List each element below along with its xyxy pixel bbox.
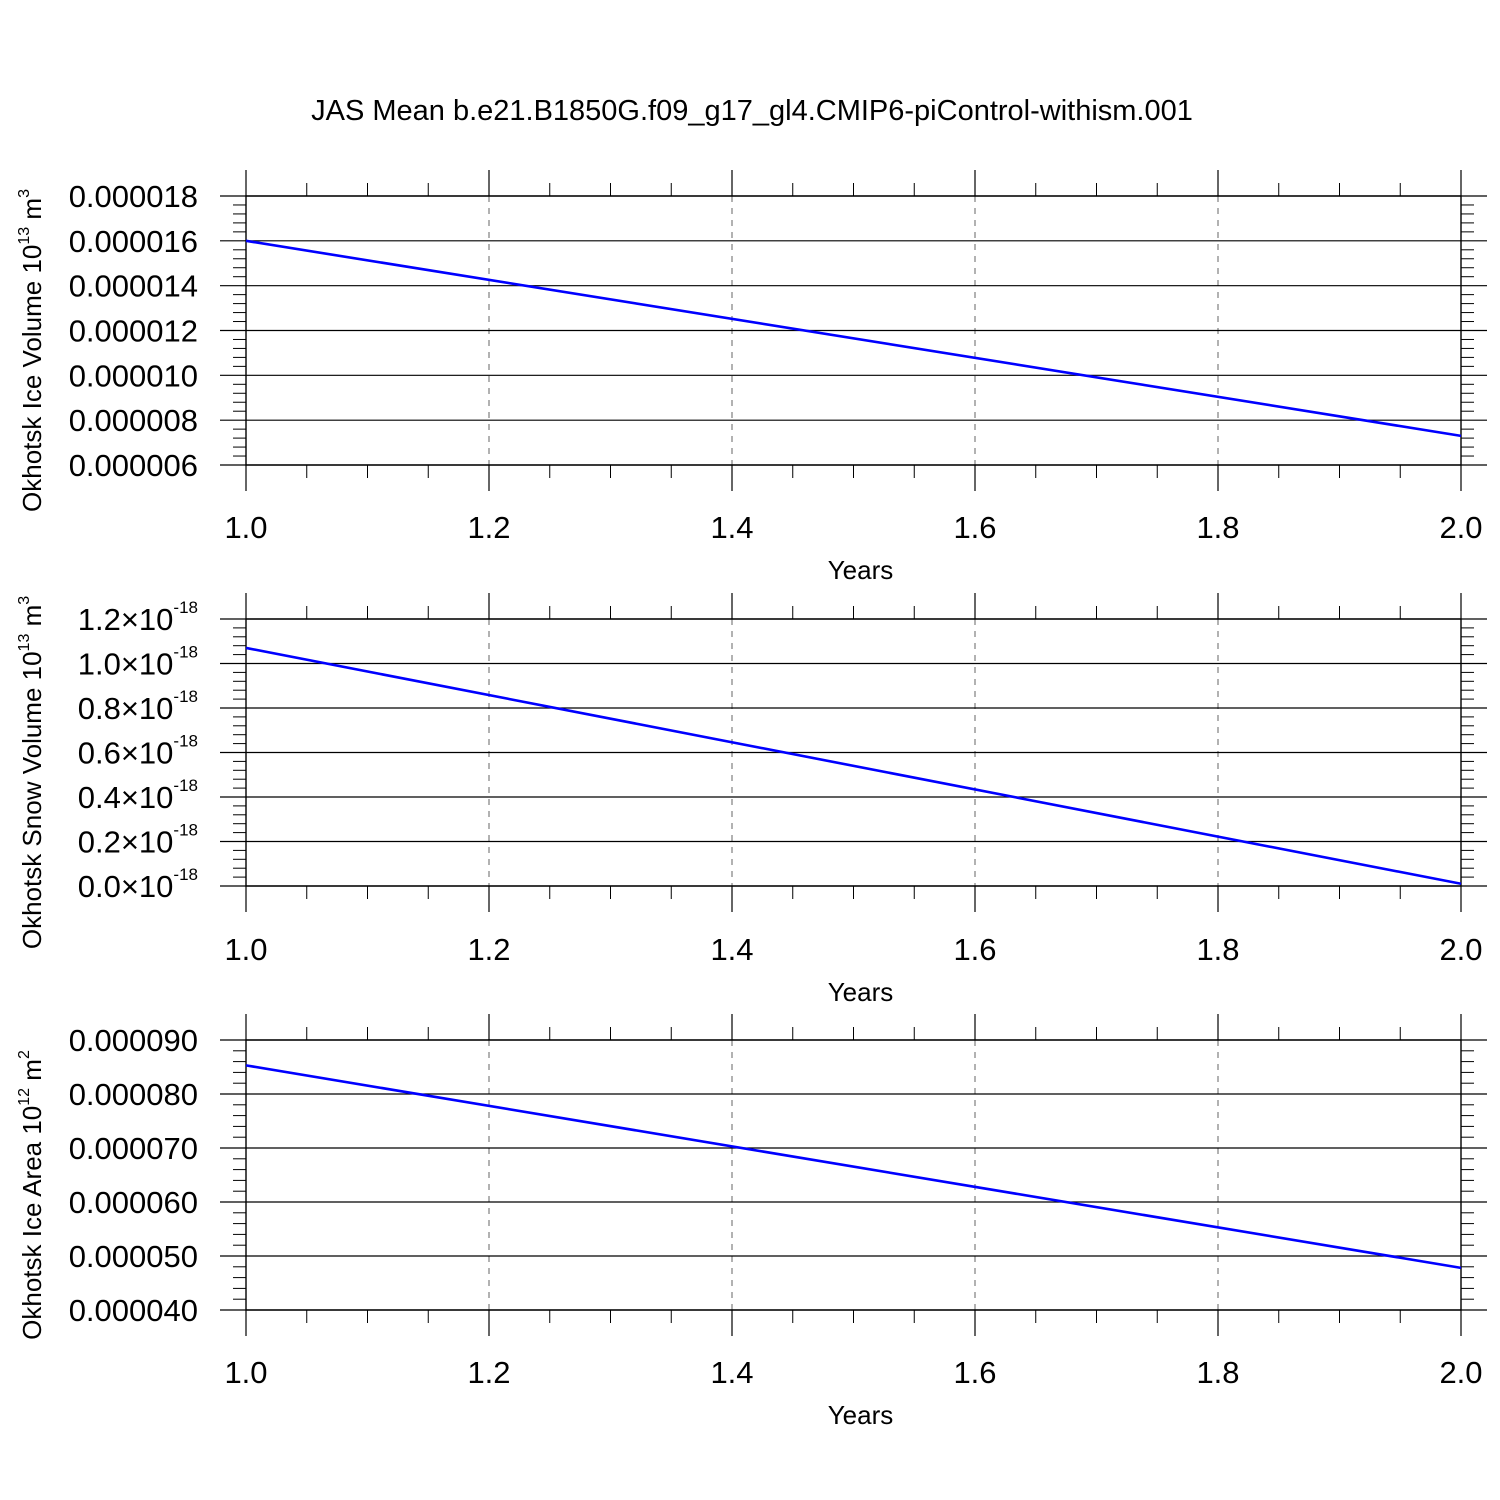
x-tick-label: 1.8 <box>1196 932 1239 967</box>
y-tick-label: 0.000070 <box>69 1131 198 1166</box>
x-axis-label: Years <box>828 555 894 585</box>
x-tick-label: 1.4 <box>710 510 753 545</box>
x-tick-label: 1.2 <box>467 932 510 967</box>
y-tick-label: 0.000050 <box>69 1239 198 1274</box>
y-tick-label: 1.2×10-18 <box>78 598 198 637</box>
y-tick-label: 0.2×10-18 <box>78 821 198 860</box>
x-tick-label: 1.6 <box>953 932 996 967</box>
y-tick-label: 0.4×10-18 <box>78 776 198 815</box>
y-tick-label: 1.0×10-18 <box>78 643 198 682</box>
y-tick-label: 0.000060 <box>69 1185 198 1220</box>
series-line <box>245 239 1462 438</box>
y-tick-label: 0.000014 <box>69 269 198 304</box>
x-tick-label: 1.4 <box>710 932 753 967</box>
y-tick-label: 0.000012 <box>69 314 198 349</box>
x-tick-label: 1.6 <box>953 1355 996 1390</box>
y-tick-label: 0.0×10-18 <box>78 865 198 904</box>
plot-frame <box>245 1039 1462 1311</box>
y-tick-label: 0.000080 <box>69 1077 198 1112</box>
y-tick-label: 0.000010 <box>69 358 198 393</box>
chart-panel-1: 1.0 1.2 1.4 1.6 1.8 2.0 0.000006 0.000008 0.0000… <box>16 170 1487 585</box>
y-tick-label: 0.6×10-18 <box>78 732 198 771</box>
x-tick-label: 1.0 <box>224 510 267 545</box>
y-tick-label: 0.000008 <box>69 403 198 438</box>
x-axis-label: Years <box>828 977 894 1007</box>
y-axis-label: Okhotsk Snow Volume 1013 m3 <box>16 596 47 949</box>
y-tick-label: 0.000016 <box>69 224 198 259</box>
chart-panel-3: 1.0 1.2 1.4 1.6 1.8 2.0 0.000040 0.000050 0.0000… <box>16 1014 1487 1430</box>
panels: 1.0 1.2 1.4 1.6 1.8 2.0 0.000006 0.000008 0.0000… <box>16 170 1487 1430</box>
y-tick-label: 0.000090 <box>69 1023 198 1058</box>
x-tick-label: 1.0 <box>224 932 267 967</box>
series-line <box>245 1064 1462 1270</box>
x-tick-label: 1.6 <box>953 510 996 545</box>
x-tick-label: 1.2 <box>467 510 510 545</box>
plot-frame <box>245 195 1462 466</box>
x-axis-label: Years <box>828 1400 894 1430</box>
plot-frame <box>245 618 1462 887</box>
x-tick-label: 2.0 <box>1439 1355 1482 1390</box>
series-line <box>245 646 1462 886</box>
x-tick-label: 1.8 <box>1196 1355 1239 1390</box>
x-tick-label: 2.0 <box>1439 510 1482 545</box>
x-tick-label: 1.4 <box>710 1355 753 1390</box>
y-axis-label: Okhotsk Ice Area 1012 m2 <box>16 1050 47 1340</box>
chart-panel-2: 1.0 1.2 1.4 1.6 1.8 2.0 0.0×10-18 0.2×10-18 0.4×… <box>16 593 1487 1007</box>
y-tick-label: 0.000018 <box>69 179 198 214</box>
y-tick-label: 0.000006 <box>69 448 198 483</box>
x-tick-label: 1.0 <box>224 1355 267 1390</box>
x-tick-label: 2.0 <box>1439 932 1482 967</box>
x-tick-label: 1.8 <box>1196 510 1239 545</box>
y-axis-label: Okhotsk Ice Volume 1013 m3 <box>16 189 47 512</box>
chart-title: JAS Mean b.e21.B1850G.f09_g17_gl4.CMIP6-… <box>311 95 1193 127</box>
y-tick-label: 0.000040 <box>69 1293 198 1328</box>
x-tick-label: 1.2 <box>467 1355 510 1390</box>
y-tick-label: 0.8×10-18 <box>78 687 198 726</box>
